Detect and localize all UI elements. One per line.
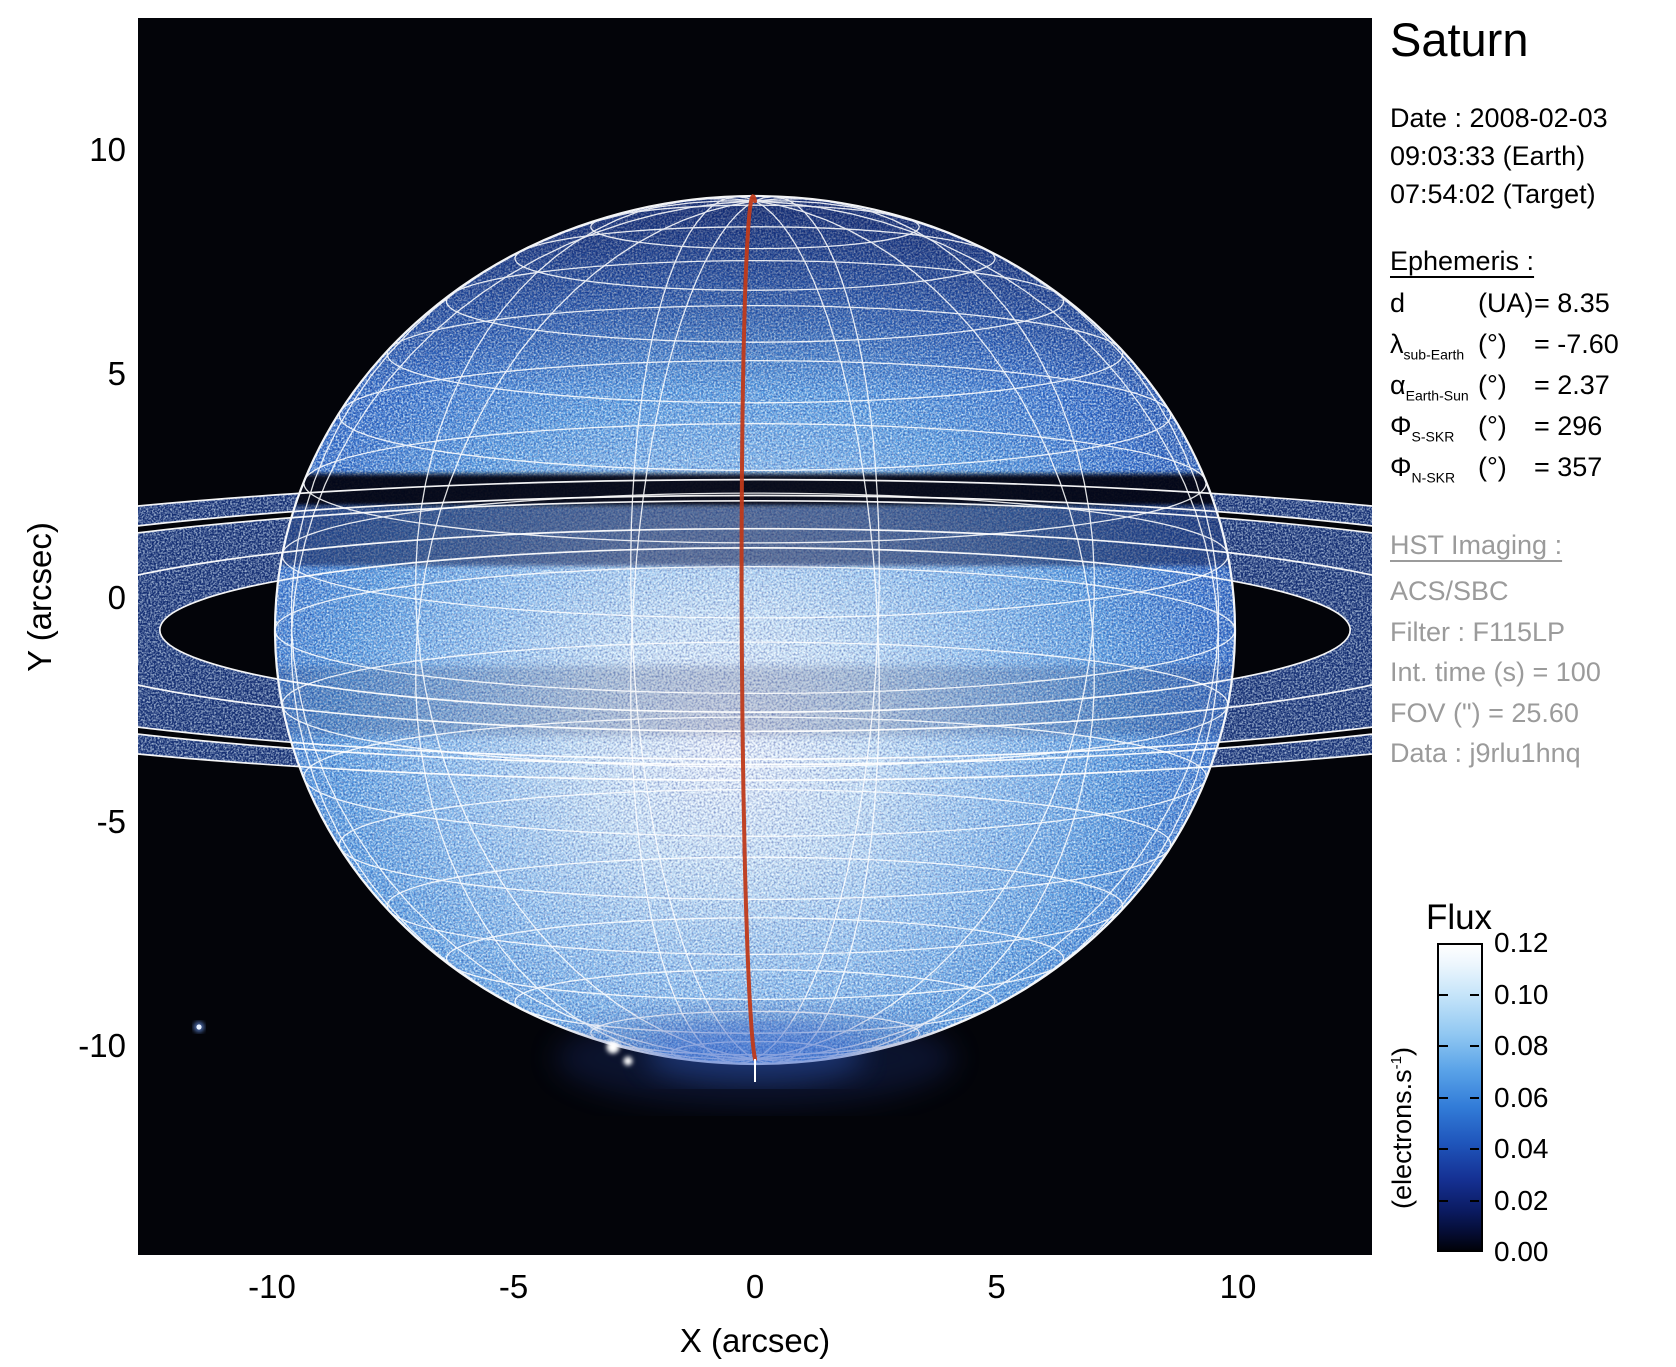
x-tick-label: -10 — [248, 1268, 296, 1305]
ephemeris-row: ΦS-SKR (°) = 296 — [1390, 411, 1603, 445]
observation-block: Date : 2008-02-03 09:03:33 (Earth) 07:54… — [1390, 99, 1608, 213]
x-tick-label: 0 — [745, 1268, 765, 1305]
colorbar-tick-mark — [1439, 1148, 1448, 1150]
ephemeris-row: ΦN-SKR (°) = 357 — [1390, 452, 1603, 486]
hst-imaging-block: HST Imaging : ACS/SBC Filter : F115LP Int.… — [1390, 530, 1601, 774]
y-tick-label: 10 — [89, 131, 126, 168]
colorbar-tick-label: 0.06 — [1494, 1081, 1549, 1113]
colorbar-tick-mark — [1470, 1199, 1479, 1202]
y-axis-title: Y (arcsec) — [21, 522, 58, 672]
ephemeris-heading: Ephemeris : — [1390, 246, 1535, 276]
ephemeris-row: αEarth-Sun (°) = 2.37 — [1390, 370, 1610, 404]
observation-date: Date : 2008-02-03 — [1390, 103, 1608, 133]
colorbar-tick-mark — [1470, 1148, 1479, 1150]
colorbar-tick-label: 0.00 — [1494, 1236, 1549, 1267]
page-title: Saturn — [1390, 13, 1529, 66]
colorbar-tick-label: 0.08 — [1494, 1030, 1549, 1061]
colorbar-tick-mark — [1439, 1045, 1448, 1047]
observation-time-earth: 09:03:33 (Earth) — [1390, 141, 1586, 171]
colorbar-tick-mark — [1470, 1045, 1479, 1047]
hst-imaging-line: Data : j9rlu1hnq — [1390, 738, 1581, 768]
colorbar-tick-label: 0.10 — [1494, 978, 1549, 1010]
colorbar-tick-mark — [1439, 1096, 1448, 1099]
x-tick-label: 5 — [987, 1268, 1006, 1305]
y-tick-label: -5 — [96, 803, 126, 840]
colorbar-tick-mark — [1470, 993, 1479, 996]
hst-imaging-line: Int. time (s) = 100 — [1390, 657, 1601, 687]
x-tick-label: 10 — [1219, 1268, 1257, 1305]
hst-imaging-line: Filter : F115LP — [1390, 616, 1566, 647]
colorbar-tick-mark — [1439, 1199, 1448, 1202]
hst-imaging-line: ACS/SBC — [1390, 576, 1509, 606]
colorbar-tick-label: 0.12 — [1494, 927, 1549, 958]
y-tick-label: 0 — [107, 579, 126, 616]
ephemeris-row: λsub-Earth (°) = -7.60 — [1390, 329, 1619, 363]
observation-time-target: 07:54:02 (Target) — [1390, 179, 1596, 209]
saturn-image-plot — [138, 18, 1372, 1255]
colorbar-tick-mark — [1470, 1096, 1479, 1099]
x-axis-title: X (arcsec) — [679, 1322, 831, 1359]
x-tick-label: -5 — [498, 1268, 529, 1305]
ephemeris-row: d (UA)= 8.35 — [1390, 288, 1610, 318]
colorbar-unit-label: (electrons.s-1) — [1387, 1047, 1417, 1209]
colorbar-title: Flux — [1425, 898, 1493, 937]
y-tick-label: -10 — [78, 1027, 126, 1064]
hst-imaging-line: FOV (") = 25.60 — [1390, 697, 1579, 728]
hst-imaging-lines: ACS/SBC Filter : F115LP Int. time (s) = 10… — [1390, 571, 1601, 774]
colorbar-tick-mark — [1439, 993, 1448, 996]
y-tick-label: 5 — [107, 355, 126, 392]
ephemeris-rows: d (UA)= 8.35 λsub-Earth (°) = -7.60 αEarth-Su… — [1390, 288, 1619, 493]
image-plot-area — [138, 18, 1372, 1255]
hst-imaging-heading: HST Imaging : — [1390, 530, 1563, 560]
colorbar-tick-label: 0.04 — [1494, 1133, 1549, 1164]
colorbar-tick-label: 0.02 — [1494, 1184, 1549, 1216]
